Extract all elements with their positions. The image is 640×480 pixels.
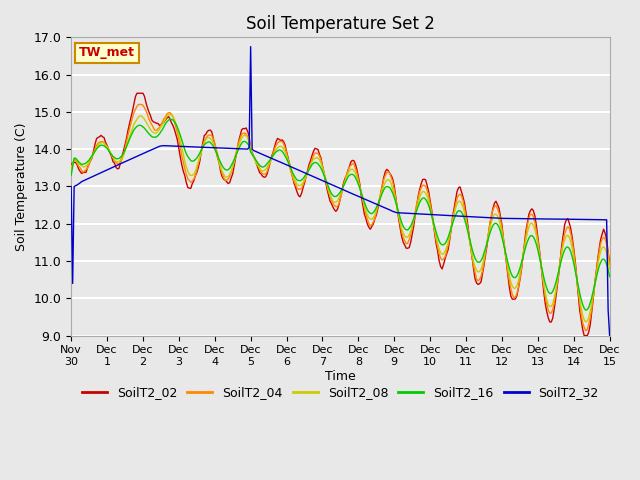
SoilT2_04 <box>169 113 177 119</box>
SoilT2_16 <box>169 117 177 123</box>
SoilT2_04 <box>606 262 614 267</box>
SoilT2_08 <box>582 319 589 325</box>
SoilT2_16 <box>606 274 614 279</box>
SoilT2_16 <box>394 204 401 210</box>
SoilT2_02 <box>405 245 413 251</box>
Line: SoilT2_32: SoilT2_32 <box>71 47 610 336</box>
SoilT2_32 <box>83 177 90 182</box>
SoilT2_08 <box>405 232 413 238</box>
SoilT2_16 <box>166 117 173 122</box>
Line: SoilT2_16: SoilT2_16 <box>71 120 610 310</box>
SoilT2_02 <box>376 199 383 204</box>
SoilT2_08 <box>83 163 90 169</box>
SoilT2_08 <box>166 111 173 117</box>
SoilT2_32 <box>67 184 75 190</box>
SoilT2_32 <box>376 203 383 208</box>
SoilT2_32 <box>168 143 175 149</box>
SoilT2_32 <box>405 210 413 216</box>
SoilT2_08 <box>394 206 401 212</box>
SoilT2_02 <box>541 301 549 307</box>
SoilT2_16 <box>405 226 413 231</box>
Title: Soil Temperature Set 2: Soil Temperature Set 2 <box>246 15 435 33</box>
SoilT2_02 <box>606 260 614 266</box>
SoilT2_16 <box>67 172 75 178</box>
Line: SoilT2_08: SoilT2_08 <box>71 114 610 322</box>
SoilT2_04 <box>394 204 401 210</box>
Legend: SoilT2_02, SoilT2_04, SoilT2_08, SoilT2_16, SoilT2_32: SoilT2_02, SoilT2_04, SoilT2_08, SoilT2_… <box>77 381 604 404</box>
SoilT2_16 <box>582 307 589 313</box>
SoilT2_08 <box>169 113 177 119</box>
SoilT2_04 <box>405 237 413 242</box>
SoilT2_04 <box>541 294 549 300</box>
SoilT2_08 <box>67 168 75 174</box>
SoilT2_16 <box>376 198 383 204</box>
SoilT2_16 <box>541 281 549 287</box>
SoilT2_32 <box>394 210 401 216</box>
Line: SoilT2_04: SoilT2_04 <box>71 105 610 331</box>
SoilT2_02 <box>67 161 75 167</box>
SoilT2_08 <box>606 266 614 272</box>
SoilT2_02 <box>394 205 401 211</box>
SoilT2_02 <box>169 122 177 128</box>
Line: SoilT2_02: SoilT2_02 <box>71 93 610 336</box>
SoilT2_04 <box>376 196 383 202</box>
SoilT2_02 <box>83 169 90 175</box>
SoilT2_02 <box>580 333 588 338</box>
SoilT2_02 <box>133 90 141 96</box>
SoilT2_04 <box>83 167 90 172</box>
X-axis label: Time: Time <box>325 370 356 383</box>
SoilT2_32 <box>606 333 614 338</box>
SoilT2_04 <box>582 328 589 334</box>
SoilT2_08 <box>376 197 383 203</box>
SoilT2_32 <box>541 216 549 222</box>
Text: TW_met: TW_met <box>79 46 135 60</box>
SoilT2_04 <box>134 102 142 108</box>
Y-axis label: Soil Temperature (C): Soil Temperature (C) <box>15 122 28 251</box>
SoilT2_04 <box>67 165 75 171</box>
SoilT2_32 <box>247 44 255 49</box>
SoilT2_16 <box>83 160 90 166</box>
SoilT2_08 <box>541 290 549 296</box>
